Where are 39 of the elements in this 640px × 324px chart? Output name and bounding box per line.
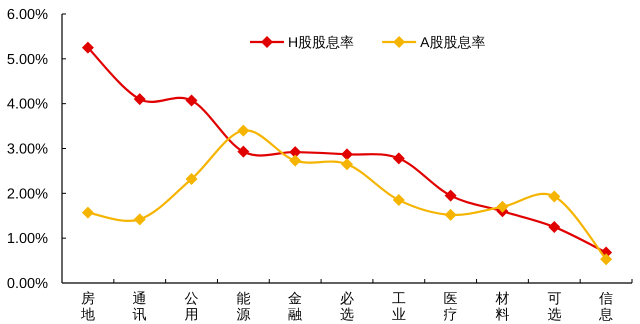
point bbox=[392, 194, 405, 206]
point bbox=[289, 154, 302, 167]
point bbox=[444, 208, 457, 221]
point bbox=[548, 190, 560, 202]
point bbox=[186, 94, 198, 107]
point bbox=[600, 253, 612, 266]
x-tick-label: 必选 bbox=[340, 290, 354, 322]
point bbox=[134, 213, 146, 226]
x-tick-label: 医疗 bbox=[444, 290, 458, 322]
y-tick-label: 2.00% bbox=[6, 186, 48, 202]
point bbox=[341, 148, 353, 160]
point bbox=[237, 124, 250, 137]
x-tick-label: 工业 bbox=[392, 290, 406, 322]
y-tick-label: 5.00% bbox=[6, 52, 48, 68]
point bbox=[392, 152, 405, 164]
y-tick-label: 3.00% bbox=[6, 142, 48, 158]
x-tick-label: 通讯 bbox=[132, 290, 147, 322]
point bbox=[186, 172, 198, 185]
x-tick-label: 可选 bbox=[547, 290, 562, 322]
legend-label: H股股息率 bbox=[288, 34, 354, 50]
x-tick-label: 金融 bbox=[288, 290, 302, 322]
point bbox=[237, 146, 250, 158]
x-tick-label: 能源 bbox=[236, 290, 250, 322]
x-tick-label: 信息 bbox=[598, 290, 614, 322]
point bbox=[444, 190, 457, 202]
point bbox=[341, 158, 353, 170]
x-tick-label: 材料 bbox=[494, 290, 510, 322]
x-tick-label: 房地 bbox=[80, 290, 95, 322]
point bbox=[82, 42, 94, 54]
legend-label: A股股息率 bbox=[420, 34, 486, 50]
point bbox=[134, 93, 146, 106]
point bbox=[82, 206, 94, 219]
point bbox=[496, 200, 508, 213]
x-tick-label: 公用 bbox=[184, 290, 199, 322]
y-tick-label: 1.00% bbox=[6, 231, 48, 248]
y-tick-label: 4.00% bbox=[6, 96, 48, 113]
point bbox=[548, 220, 560, 233]
y-tick-label: 6.00% bbox=[6, 7, 48, 23]
y-tick-label: 0.00% bbox=[6, 276, 48, 292]
